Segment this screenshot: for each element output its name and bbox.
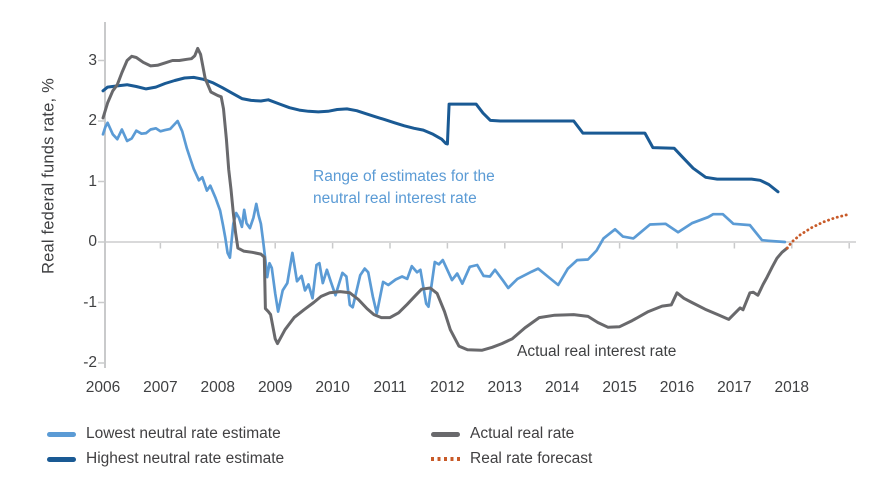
legend-item-actual: Actual real rate — [431, 425, 574, 443]
legend-label-actual: Actual real rate — [470, 425, 575, 442]
legend-label-forecast: Real rate forecast — [470, 450, 593, 467]
y-tick-label: 3 — [88, 51, 97, 69]
x-tick-label: 2018 — [774, 379, 810, 396]
series-forecast — [785, 212, 851, 250]
legend-label-lowest: Lowest neutral rate estimate — [86, 425, 281, 442]
y-tick-label: -1 — [83, 293, 97, 311]
annotation-neutral-range-line1: Range of estimates for the — [313, 168, 495, 185]
x-tick-label: 2012 — [430, 379, 465, 396]
legend-swatch-forecast — [431, 457, 460, 461]
legend-swatch-actual — [431, 431, 460, 437]
y-axis-title: Real federal funds rate, % — [39, 78, 58, 274]
annotation-neutral-range-line2: neutral real interest rate — [313, 190, 477, 207]
legend-item-lowest: Lowest neutral rate estimate — [47, 425, 281, 443]
legend-swatch-lowest — [47, 431, 76, 437]
y-tick-label: -2 — [83, 354, 97, 371]
annotation-actual-rate: Actual real interest rate — [517, 343, 677, 360]
series-actual — [101, 46, 789, 352]
x-tick-label: 2014 — [544, 379, 580, 396]
legend-item-forecast: Real rate forecast — [431, 450, 592, 468]
legend-label-highest: Highest neutral rate estimate — [86, 450, 285, 467]
y-tick-label: 1 — [88, 172, 97, 190]
x-tick-label: 2008 — [200, 379, 236, 396]
legend-swatch-highest — [47, 456, 76, 462]
x-tick-label: 2009 — [257, 379, 293, 396]
x-tick-label: 2017 — [717, 379, 752, 396]
x-tick-label: 2016 — [659, 379, 695, 396]
y-tick-label: 2 — [88, 112, 97, 129]
x-tick-label: 2015 — [602, 379, 637, 396]
y-tick-label: 0 — [88, 233, 97, 250]
legend-item-highest: Highest neutral rate estimate — [47, 450, 284, 468]
x-tick-label: 2011 — [373, 379, 407, 396]
series-lowest — [101, 119, 787, 315]
x-tick-label: 2007 — [143, 379, 178, 396]
x-tick-label: 2013 — [487, 379, 523, 396]
x-tick-label: 2006 — [85, 379, 121, 396]
annotation-neutral-range: Range of estimates for the neutral real … — [313, 166, 495, 210]
series-highest — [101, 75, 780, 194]
x-tick-label: 2010 — [315, 379, 350, 396]
